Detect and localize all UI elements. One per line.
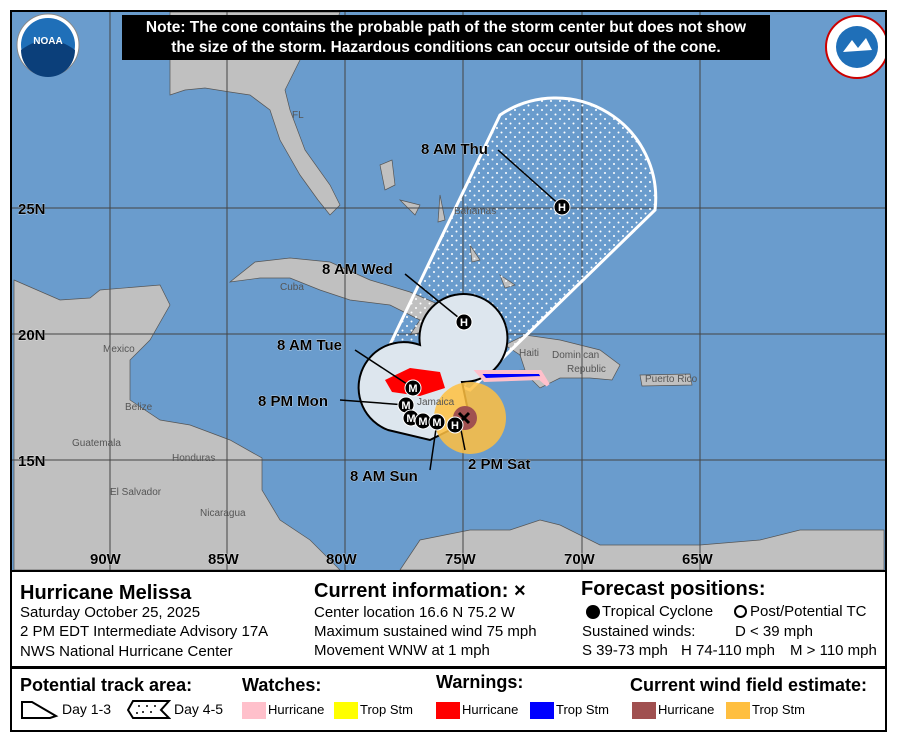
bahamas: [379, 159, 516, 289]
track-point-intensity: M: [401, 400, 410, 412]
issuing-center: NWS National Hurricane Center: [20, 643, 233, 660]
post-tc-icon: [734, 605, 747, 618]
info-panel: Hurricane Melissa Saturday October 25, 2…: [12, 570, 885, 666]
label-republic: Republic: [567, 364, 606, 375]
label-fl: FL: [292, 110, 304, 121]
mexico-central-america: [13, 279, 341, 570]
track-point-intensity: M: [418, 416, 427, 428]
lon-85w: 85W: [208, 551, 240, 568]
wind-m: M > 110 mph: [790, 642, 877, 659]
label-8am-thu: 8 AM Thu: [421, 141, 488, 158]
label-haiti: Haiti: [519, 348, 539, 359]
day-1-3-label: Day 1-3: [62, 701, 112, 717]
graphic-frame: [10, 10, 887, 732]
label-jamaica: Jamaica: [417, 397, 455, 408]
track-point-marker: [428, 413, 446, 431]
map: FL Bahamas Cuba Mexico Belize Guatemala …: [12, 12, 885, 570]
day-1-3-icon: [21, 701, 59, 719]
label-dominican: Dominican: [552, 350, 599, 361]
max-wind: Maximum sustained wind 75 mph: [314, 623, 537, 640]
label-8am-wed: 8 AM Wed: [322, 261, 393, 278]
label-el-salvador: El Salvador: [110, 487, 162, 498]
tropical-cyclone-label: Tropical Cyclone: [602, 603, 714, 620]
label-cuba: Cuba: [280, 282, 304, 293]
current-info-title: Current information: ×: [314, 580, 526, 602]
post-tc-label: Post/Potential TC: [750, 603, 867, 620]
lon-90w: 90W: [90, 551, 122, 568]
legend-panel: Potential track area: Day 1-3 Day 4-5 Wa…: [12, 666, 885, 730]
day-4-5-icon: [127, 700, 171, 719]
tropstm-watch-label: Trop Stm: [360, 702, 413, 717]
label-8am-tue: 8 AM Tue: [277, 337, 342, 354]
cone-disclaimer: Note: The cone contains the probable pat…: [122, 15, 770, 60]
track-point-intensity: M: [432, 417, 441, 429]
forecast-title: Forecast positions:: [581, 578, 766, 600]
lon-75w: 75W: [445, 551, 477, 568]
tropstm-wind-label: Trop Stm: [752, 702, 805, 717]
lon-80w: 80W: [326, 551, 358, 568]
hurricane-watch-label: Hurricane: [268, 702, 325, 717]
wind-d: D < 39 mph: [735, 623, 813, 640]
tropical-cyclone-icon: [586, 605, 600, 619]
hurricane-watch-swatch: [242, 702, 266, 719]
tropstm-warning-label: Trop Stm: [556, 702, 609, 717]
tropstm-watch-swatch: [334, 702, 358, 719]
warnings-title: Warnings:: [436, 672, 524, 692]
label-8pm-mon: 8 PM Mon: [258, 393, 328, 410]
note-line-1: Note: The cone contains the probable pat…: [145, 19, 747, 36]
label-8am-sun: 8 AM Sun: [350, 468, 418, 485]
track-point-intensity: H: [451, 420, 459, 432]
label-bahamas: Bahamas: [454, 206, 496, 217]
hurricane-wind-swatch: [632, 702, 656, 719]
track-point-marker: [404, 379, 422, 397]
label-honduras: Honduras: [172, 453, 215, 464]
storm-name: Hurricane Melissa: [20, 582, 192, 604]
wind-s: S 39-73 mph: [582, 642, 668, 659]
svg-text:NOAA: NOAA: [33, 36, 62, 47]
lat-20n: 20N: [18, 327, 46, 344]
track-point-intensity: H: [460, 317, 468, 329]
track-point-marker: [455, 313, 473, 331]
noaa-logo: NOAA: [16, 13, 80, 77]
center-location: Center location 16.6 N 75.2 W: [314, 604, 515, 621]
tropstm-wind-swatch: [726, 702, 750, 719]
track-point-marker: [553, 198, 571, 216]
watches-title: Watches:: [242, 675, 322, 695]
track-point-intensity: H: [558, 202, 566, 214]
advisory-number: 2 PM EDT Intermediate Advisory 17A: [20, 623, 269, 640]
wind-field-title: Current wind field estimate:: [630, 675, 868, 695]
track-point-intensity: M: [408, 383, 417, 395]
hurricane-warning-swatch: [436, 702, 460, 719]
label-leaders: [339, 149, 563, 471]
label-belize: Belize: [125, 402, 153, 413]
lon-65w: 65W: [682, 551, 714, 568]
south-america: [399, 519, 885, 570]
label-guatemala: Guatemala: [72, 438, 121, 449]
puerto-rico: [639, 373, 693, 387]
wind-h: H 74-110 mph: [681, 642, 775, 659]
movement: Movement WNW at 1 mph: [314, 642, 490, 659]
label-mexico: Mexico: [103, 344, 135, 355]
hurricane-warning-label: Hurricane: [462, 702, 519, 717]
tropstm-warning-swatch: [530, 702, 554, 719]
hurricane-wind-label: Hurricane: [658, 702, 715, 717]
lat-15n: 15N: [18, 453, 46, 470]
label-2pm-sat: 2 PM Sat: [468, 456, 531, 473]
track-point-intensity: M: [406, 413, 415, 425]
lon-70w: 70W: [564, 551, 596, 568]
note-line-2: the size of the storm. Hazardous conditi…: [171, 39, 721, 56]
label-nicaragua: Nicaragua: [200, 508, 246, 519]
track-area-title: Potential track area:: [20, 675, 193, 695]
label-puerto-rico: Puerto Rico: [645, 374, 698, 385]
sustained-winds-label: Sustained winds:: [582, 623, 696, 640]
day-4-5-label: Day 4-5: [174, 701, 224, 717]
lat-25n: 25N: [18, 201, 46, 218]
tropical-storm-warning-haiti: [473, 370, 550, 387]
nws-logo: [825, 15, 885, 79]
advisory-date: Saturday October 25, 2025: [20, 604, 201, 621]
track-point-marker: [446, 416, 464, 434]
